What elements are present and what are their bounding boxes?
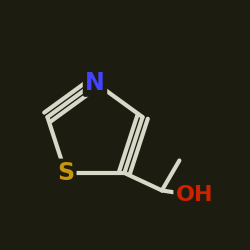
- Text: S: S: [57, 161, 74, 185]
- Text: N: N: [85, 70, 105, 94]
- Text: OH: OH: [176, 186, 213, 206]
